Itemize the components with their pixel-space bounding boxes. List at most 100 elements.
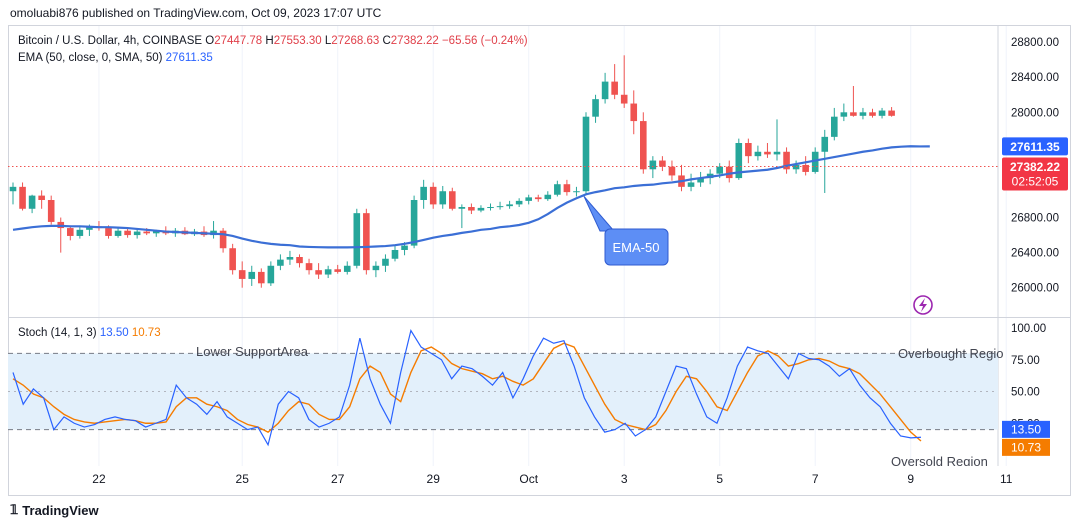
candle-body	[372, 265, 380, 271]
time-tick-label: 22	[92, 472, 106, 486]
candle-body	[324, 269, 332, 275]
candle-body	[105, 228, 112, 236]
price-chart[interactable]: 28800.0028400.0028000.0027600.0027200.00…	[8, 26, 1071, 317]
ema-callout-label: EMA-50	[613, 240, 660, 255]
candle-body	[487, 207, 494, 209]
open-label: O	[205, 35, 215, 47]
footer-brand-label: TradingView	[22, 502, 99, 518]
time-axis[interactable]: 22 25 27 29 Oct 3 5 7 9 11	[8, 466, 1071, 494]
candle-body	[67, 228, 74, 236]
candle-body	[382, 258, 389, 266]
price-tick-label: 26400.00	[1011, 248, 1059, 260]
candle-body	[152, 230, 160, 234]
candle-body	[859, 112, 867, 116]
candle-body	[811, 151, 819, 172]
chart-frame	[8, 25, 1071, 496]
candle-body	[19, 186, 26, 209]
candle-body	[783, 151, 790, 170]
change-value: −65.56 (−0.24%)	[441, 35, 528, 47]
candle-body	[506, 204, 513, 207]
candle-body	[620, 94, 628, 104]
stoch-label[interactable]: Stoch (14, 1, 3)	[18, 327, 97, 339]
candle-body	[439, 191, 447, 205]
time-tick-label: 5	[716, 472, 723, 486]
tradingview-logo-icon: 𝟙	[10, 502, 19, 517]
candle-body	[286, 257, 294, 260]
candle-body	[458, 207, 466, 209]
candle-body	[363, 213, 370, 271]
candle-body	[477, 207, 485, 211]
candle-body	[840, 112, 848, 117]
candle-body	[869, 112, 876, 116]
high-value: 27553.30	[273, 35, 322, 47]
symbol-name[interactable]: Bitcoin / U.S. Dollar, 4h, COINBASE	[18, 35, 203, 47]
price-tick-label: 28000.00	[1011, 107, 1059, 119]
candle-body	[563, 184, 571, 193]
candle-body	[792, 164, 800, 170]
ema-price-badge-label: 27611.35	[1010, 140, 1060, 154]
stoch-k-value: 13.50	[99, 327, 129, 339]
candle-body	[773, 151, 781, 155]
time-tick-label: 9	[907, 472, 914, 486]
time-tick-label: Oct	[519, 472, 538, 486]
ema-50-line	[12, 145, 930, 249]
candle-body	[420, 186, 427, 200]
candle-body	[9, 186, 17, 192]
ema-label[interactable]: EMA (50, close, 0, SMA, 50)	[18, 52, 163, 64]
ema-value: 27611.35	[165, 52, 213, 64]
candle-body	[554, 184, 561, 195]
candle-body	[229, 248, 236, 271]
candle-body	[124, 230, 131, 236]
lightning-bolt-icon	[919, 298, 927, 312]
candle-body	[496, 206, 504, 208]
candle-body	[238, 270, 246, 279]
candle-body	[47, 200, 55, 222]
candle-body	[611, 81, 618, 95]
footer-brand[interactable]: 𝟙 TradingView	[10, 502, 99, 518]
published-caption: omoluabi876 published on TradingView.com…	[10, 6, 382, 20]
candle-body	[38, 195, 45, 200]
time-tick-label: 3	[621, 472, 628, 486]
close-label: C	[382, 35, 391, 47]
stoch-d-value: 10.73	[131, 327, 161, 339]
candle-body	[754, 151, 762, 157]
pane-divider[interactable]	[8, 317, 1071, 318]
candle-body	[315, 270, 322, 275]
stoch-k-line	[12, 329, 922, 447]
candle-body	[410, 200, 418, 246]
low-value: 27268.63	[331, 35, 380, 47]
candle-body	[697, 178, 704, 183]
candle-body	[764, 151, 771, 155]
time-tick-label: 25	[236, 472, 250, 486]
last-price-badge-label: 27382.22	[1010, 160, 1060, 174]
candle-body	[668, 166, 676, 176]
candle-body	[640, 121, 647, 170]
low-label: L	[324, 35, 332, 47]
candle-body	[878, 110, 886, 116]
main-legend: Bitcoin / U.S. Dollar, 4h, COINBASE O274…	[18, 35, 528, 47]
candle-body	[850, 112, 857, 116]
candle-body	[86, 226, 93, 230]
candle-body	[745, 143, 752, 157]
price-tick-label: 26800.00	[1011, 213, 1059, 225]
ema-price-badge	[1002, 137, 1068, 156]
candle-body	[76, 229, 84, 236]
price-tick-label: 28800.00	[1011, 37, 1059, 49]
candle-body	[573, 191, 580, 193]
candle-body	[391, 249, 399, 259]
lightning-icon	[913, 295, 933, 315]
time-tick-label: 27	[331, 472, 345, 486]
stoch-tick-label: 50.00	[1011, 387, 1040, 399]
candle-body	[277, 259, 284, 266]
candle-body	[525, 197, 532, 201]
candle-body	[267, 265, 275, 284]
price-tick-label: 26000.00	[1011, 283, 1059, 295]
candle-body	[534, 197, 542, 200]
candle-body	[821, 136, 829, 152]
time-tick-label: 7	[812, 472, 819, 486]
candle-body	[649, 160, 657, 170]
stoch-legend: Stoch (14, 1, 3) 13.50 10.73	[18, 327, 161, 339]
time-tick-label: 29	[427, 472, 441, 486]
candle-body	[888, 110, 895, 116]
